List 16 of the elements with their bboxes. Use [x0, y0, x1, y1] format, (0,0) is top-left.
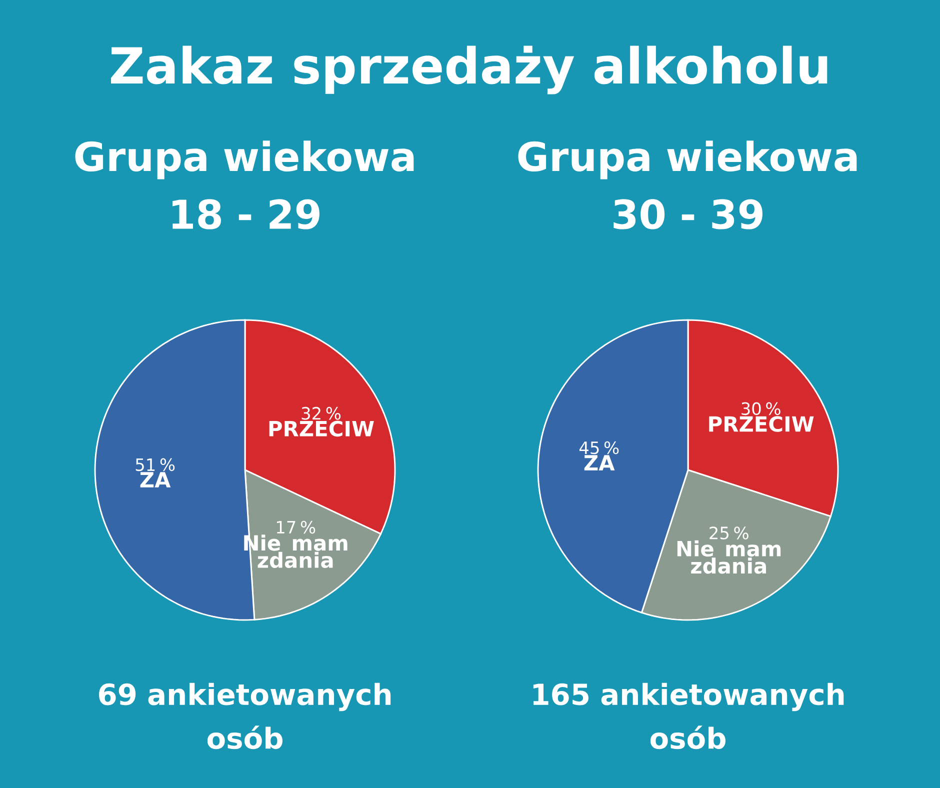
data-label: 51 % [136, 458, 175, 472]
slice-label: ZA [140, 472, 171, 488]
slice-label: PRZECIW [269, 420, 374, 437]
text: 165 ankietowanych osób [533, 682, 844, 750]
data-label: 32 % [302, 406, 341, 420]
chart-subtitle: Grupa wiekowa 30 - 39 [518, 140, 857, 230]
data-label: 17 % [276, 520, 316, 534]
text: 69 ankietowanych osób [99, 682, 391, 750]
data-label: 25 % [710, 526, 748, 540]
slice-label: PRZECIW [709, 416, 814, 432]
data-label: 30 % [742, 402, 780, 416]
chart-subtitle: Grupa wiekowa 18 - 29 [75, 140, 414, 230]
data-label: 45 % [579, 441, 619, 454]
chart-title: Zakaz sprzedaży alkoholu [111, 46, 828, 94]
slice-label: Nie mam zdania [677, 540, 781, 574]
slice-label: ZA [584, 455, 615, 470]
